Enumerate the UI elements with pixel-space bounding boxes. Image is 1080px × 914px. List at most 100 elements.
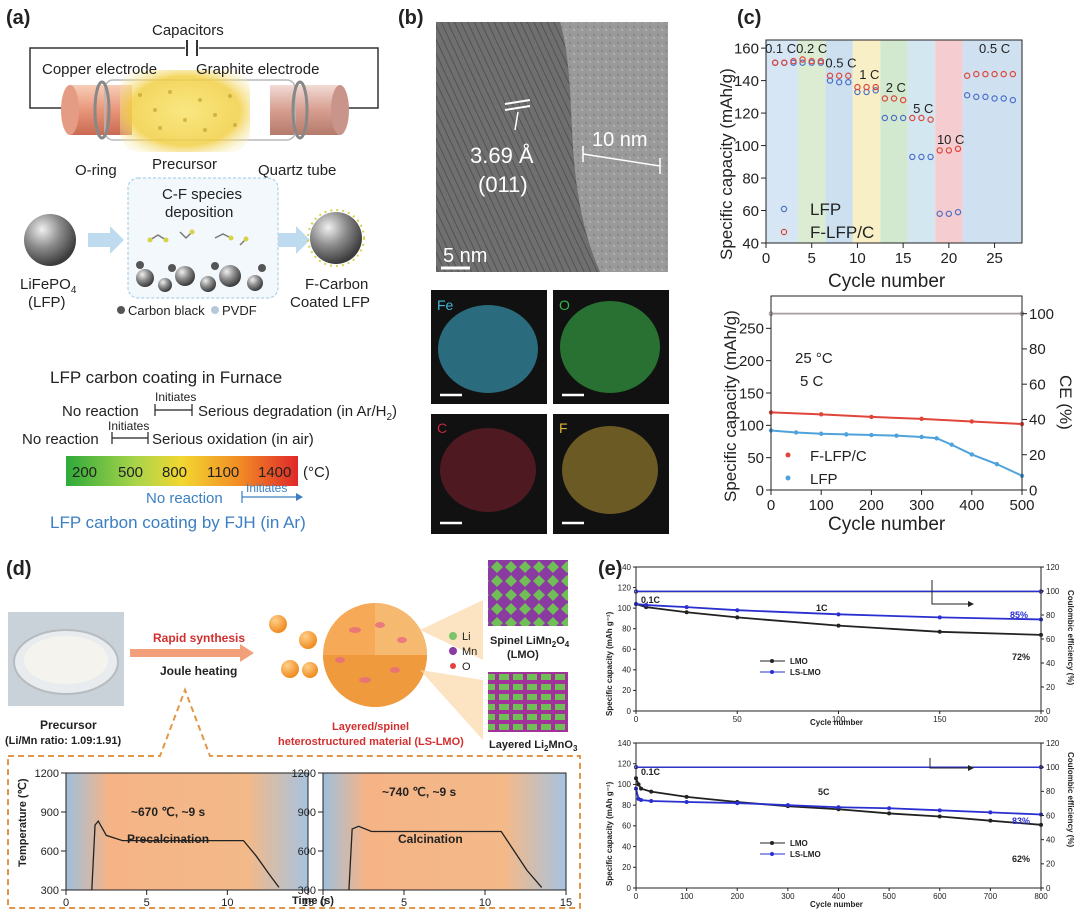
o-ring-left: [93, 80, 111, 140]
carbon-black-bed: [136, 261, 266, 292]
y2-tick-label: 20: [1029, 447, 1046, 464]
callout-frame: [7, 687, 581, 909]
rate-band-4: [880, 40, 908, 243]
legend-flfpc2-marker: [785, 452, 791, 458]
plot-frame: [635, 566, 1042, 712]
ls-lmo-point: [684, 800, 689, 805]
chart-e1-pct2: 72%: [1012, 652, 1030, 662]
chart-e2-arrowhead: [968, 765, 974, 771]
lfp-point: [899, 114, 907, 122]
chart-c-cycle: 0 100 200 300 400 500050100150200250020406080…: [739, 295, 1054, 514]
ls-lmo-point: [836, 612, 841, 617]
chart-c-cycle-y2label: CE (%): [1056, 375, 1075, 430]
y-tick-label: 160: [734, 40, 759, 57]
fjh-title: LFP carbon coating by FJH (in Ar): [50, 513, 306, 532]
ls-lmo-point: [735, 608, 740, 613]
chart-c-cycle-ann1: 25 °C: [795, 350, 833, 367]
lfp-point: [799, 59, 806, 66]
f-lfp-c-point: [918, 114, 925, 122]
rate-label-4: 2 C: [886, 80, 906, 95]
f-lfp-c-point: [973, 70, 980, 78]
f-lfp-c-point: [817, 57, 825, 65]
f-lfp-c-point: [899, 96, 907, 104]
capacitor-wire: [29, 47, 379, 109]
rate-band-7: [962, 40, 1022, 243]
x-tick-label: 0: [767, 497, 775, 514]
f-lfp-c-point: [808, 57, 815, 65]
x-tick-label: 5: [144, 897, 150, 909]
no-reaction-2: No reaction: [22, 431, 99, 448]
chart-c-cycle-ylabel: Specific capacity (mAh/g): [721, 310, 740, 502]
lfp-point: [918, 153, 925, 161]
y-tick-label: 200: [739, 353, 764, 370]
y-tick-label: 600: [41, 846, 59, 858]
f-lfp-c-point: [881, 95, 889, 102]
legend-li-dot: [449, 632, 457, 640]
eds-map-fe: Fe: [431, 290, 547, 404]
y-tick-label: 150: [739, 385, 764, 402]
x-tick-label: 5: [808, 250, 816, 267]
y-tick-label: 100: [618, 780, 632, 789]
y2-tick-label: 60: [1046, 811, 1055, 820]
lfp-point: [919, 434, 924, 440]
lmo-line: [635, 603, 1042, 636]
panel-label-e: (e): [598, 558, 622, 580]
y2-tick-label: 100: [1029, 306, 1054, 323]
f-lfp-c-point: [869, 414, 874, 420]
heating-background: [66, 773, 308, 890]
y-tick-label: 0: [627, 707, 632, 716]
layered-structure: [488, 672, 568, 732]
chart-e1-xlabel: Cycle number: [810, 718, 863, 727]
y2-tick-label: 120: [1046, 739, 1060, 748]
chart-e2-legend: LMO LS-LMO: [760, 839, 821, 859]
y2-tick-label: 40: [1029, 412, 1046, 429]
legend-flfpc-label: F-LFP/C: [810, 223, 874, 242]
ls-lmo-point: [836, 805, 841, 810]
chart-e2-pct2: 62%: [1012, 854, 1030, 864]
x-tick-label: 100: [832, 715, 846, 724]
y-tick-label: 600: [298, 846, 316, 858]
f-lfp-c-point: [799, 56, 806, 63]
layered-li2mno3-label: Layered Li2MnO3: [489, 739, 578, 753]
panel-label-c: (c): [737, 7, 761, 29]
rate-label-6: 10 C: [937, 132, 964, 147]
legend-flfpc2-label: F-LFP/C: [810, 448, 867, 465]
chart-e1-start: 0.1C: [641, 595, 661, 605]
eds-label-c: C: [437, 420, 447, 436]
y-tick-label: 80: [742, 170, 759, 187]
thickness-label: 10 nm: [592, 129, 648, 151]
chart-e-5c: 0 100 200 300 400 500 600 700 800020406080100120…: [618, 739, 1060, 901]
e1-legend-ls: LS-LMO: [790, 668, 821, 677]
f-lfp-c-point: [919, 416, 924, 422]
panel-label-b: (b): [398, 7, 424, 29]
legend-lfp-label: LFP: [810, 200, 841, 219]
y-tick-label: 40: [622, 666, 631, 675]
ls-lmo-point: [785, 803, 790, 808]
lfp-point: [934, 436, 939, 441]
lfp-point: [969, 452, 974, 457]
x-tick-label: 0: [634, 892, 639, 901]
chart-c-cycle-xlabel: Cycle number: [828, 514, 946, 535]
plot-frame: [322, 772, 567, 891]
chart-d2-ann: ~740 ℃, ~9 s: [382, 785, 457, 799]
chart-e2-pct1: 83%: [1012, 816, 1030, 826]
chart-e1-rate: 1C: [816, 603, 828, 613]
y-tick-label: 900: [298, 807, 316, 819]
furnace-title: LFP carbon coating in Furnace: [50, 368, 282, 387]
chart-e-1c: 0 50 100 150 2000204060801001201400204060801…: [618, 563, 1060, 724]
degradation-label: Serious degradation (in Ar/H2): [198, 403, 397, 423]
initiates-1: Initiates: [155, 390, 196, 404]
rate-label-3: 1 C: [859, 67, 879, 82]
x-tick-label: 400: [832, 892, 846, 901]
ls-lmo-point: [649, 799, 654, 804]
x-tick-label: 150: [933, 715, 947, 724]
fluorine-atoms: [147, 229, 249, 243]
eds-label-f: F: [559, 420, 568, 436]
f-lfp-c-point: [890, 95, 898, 102]
ls-lmo-point: [644, 603, 649, 608]
plot-frame: [65, 772, 309, 891]
e2-legend-lmo: LMO: [790, 839, 808, 848]
o-particle: [560, 301, 660, 393]
x-tick-label: 600: [933, 892, 947, 901]
